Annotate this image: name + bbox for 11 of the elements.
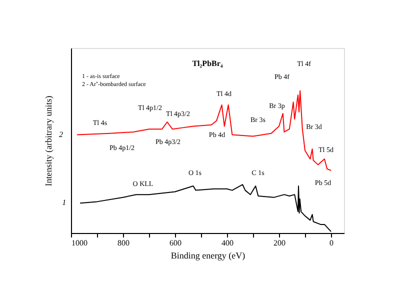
x-axis-title: Binding energy (eV)	[170, 250, 246, 260]
x-tick-label: 1000	[72, 238, 88, 248]
x-tick-label: 400	[222, 238, 234, 248]
x-tick-label: 800	[118, 238, 130, 248]
y-axis-title: Intensity (arbitrary units)	[44, 96, 54, 186]
x-tick-label: 0	[330, 238, 334, 248]
chart-title: Tl₂PbBr₄	[192, 59, 224, 68]
x-tick-label: 200	[274, 238, 286, 248]
x-tick-label: 600	[170, 238, 182, 248]
series-label: 1	[62, 198, 66, 208]
series-label: 2	[58, 130, 63, 139]
